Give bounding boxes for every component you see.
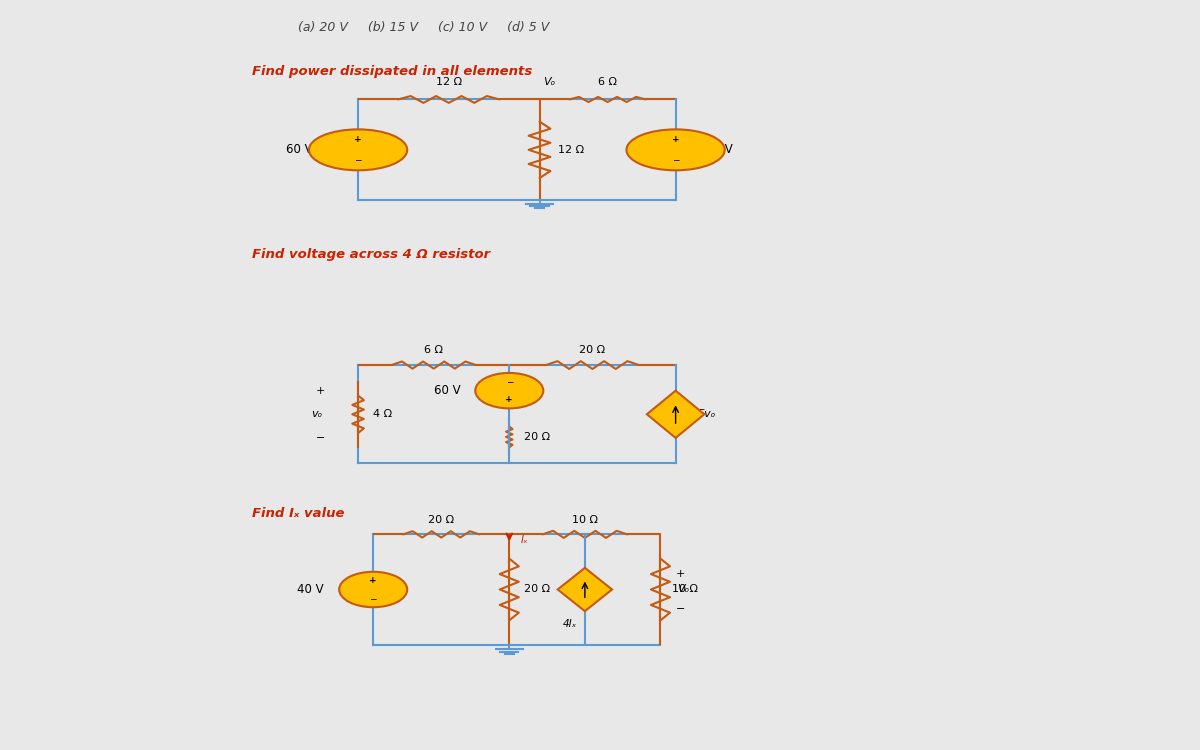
- Text: +: +: [316, 386, 325, 396]
- Text: −: −: [672, 155, 679, 164]
- Text: 20 Ω: 20 Ω: [428, 514, 455, 524]
- Text: 12 Ω: 12 Ω: [436, 76, 462, 87]
- Text: +: +: [672, 135, 679, 144]
- Text: Iₓ: Iₓ: [521, 536, 528, 545]
- Text: Find power dissipated in all elements: Find power dissipated in all elements: [252, 64, 533, 78]
- Text: +: +: [370, 576, 377, 585]
- Text: 20 Ω: 20 Ω: [524, 432, 551, 442]
- Polygon shape: [647, 391, 704, 438]
- Circle shape: [626, 130, 725, 170]
- Text: Vₒ: Vₒ: [677, 584, 689, 595]
- Text: −: −: [316, 433, 325, 443]
- Text: −: −: [354, 155, 362, 164]
- Text: 24 V: 24 V: [706, 143, 732, 156]
- Text: −: −: [505, 377, 514, 386]
- Text: +: +: [354, 135, 362, 144]
- Text: 40 V: 40 V: [298, 583, 324, 596]
- Text: 6 Ω: 6 Ω: [598, 76, 617, 87]
- Text: 10 Ω: 10 Ω: [572, 514, 598, 524]
- Text: Find Iₓ value: Find Iₓ value: [252, 507, 344, 520]
- Text: (a) 20 V     (b) 15 V     (c) 10 V     (d) 5 V: (a) 20 V (b) 15 V (c) 10 V (d) 5 V: [298, 21, 548, 34]
- Circle shape: [308, 130, 407, 170]
- Text: +: +: [505, 395, 514, 404]
- Text: 60 V: 60 V: [433, 384, 460, 398]
- Text: 20 Ω: 20 Ω: [524, 584, 551, 595]
- Circle shape: [340, 572, 407, 608]
- Text: Vₒ: Vₒ: [544, 76, 556, 87]
- Text: +: +: [676, 568, 685, 579]
- Text: −: −: [676, 604, 685, 614]
- Text: 4Iₓ: 4Iₓ: [563, 619, 577, 629]
- Text: 4 Ω: 4 Ω: [373, 410, 392, 419]
- Text: 5vₒ: 5vₒ: [698, 410, 716, 419]
- Text: vₒ: vₒ: [311, 410, 322, 419]
- Text: 10 Ω: 10 Ω: [672, 584, 698, 595]
- Text: 60 V: 60 V: [286, 143, 313, 156]
- Text: 12 Ω: 12 Ω: [558, 145, 584, 154]
- Text: 6 Ω: 6 Ω: [424, 345, 443, 355]
- Circle shape: [475, 373, 544, 408]
- Text: −: −: [370, 594, 377, 603]
- Text: Find voltage across 4 Ω resistor: Find voltage across 4 Ω resistor: [252, 248, 491, 260]
- Polygon shape: [558, 568, 612, 611]
- Text: 20 Ω: 20 Ω: [580, 345, 606, 355]
